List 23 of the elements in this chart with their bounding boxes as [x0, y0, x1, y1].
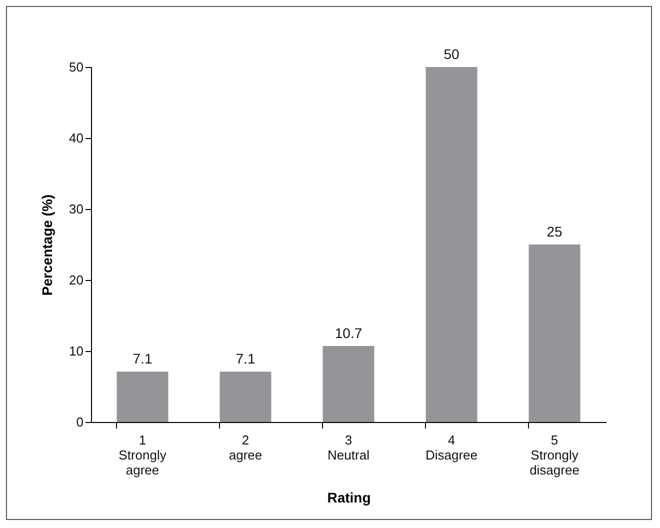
x-tick-label: 4 Disagree	[425, 432, 478, 462]
x-tick-label: 5 Strongly disagree	[530, 432, 580, 478]
bar	[116, 372, 168, 422]
data-label: 7.1	[132, 350, 152, 367]
bar	[322, 346, 374, 422]
y-tick-label: 50	[69, 60, 84, 74]
x-axis-title: Rating	[327, 490, 371, 506]
data-label: 10.7	[334, 325, 362, 342]
y-tick-label: 40	[69, 130, 84, 146]
y-axis-title: Percentage (%)	[39, 194, 56, 296]
y-tick-label: 30	[69, 202, 84, 216]
x-tick-label: 3 Neutral	[328, 432, 370, 462]
data-label: 50	[444, 46, 460, 62]
x-tick-label: 1 Strongly agree	[118, 432, 167, 478]
data-label: 7.1	[236, 350, 256, 367]
y-tick-label: 10	[69, 344, 84, 358]
data-label: 25	[546, 224, 562, 240]
bar	[220, 372, 272, 422]
x-tick-label: 2 agree	[228, 432, 262, 462]
y-tick-label: 0	[76, 414, 84, 430]
bar	[426, 67, 478, 422]
y-tick-label: 20	[69, 272, 84, 288]
bar	[528, 244, 580, 422]
